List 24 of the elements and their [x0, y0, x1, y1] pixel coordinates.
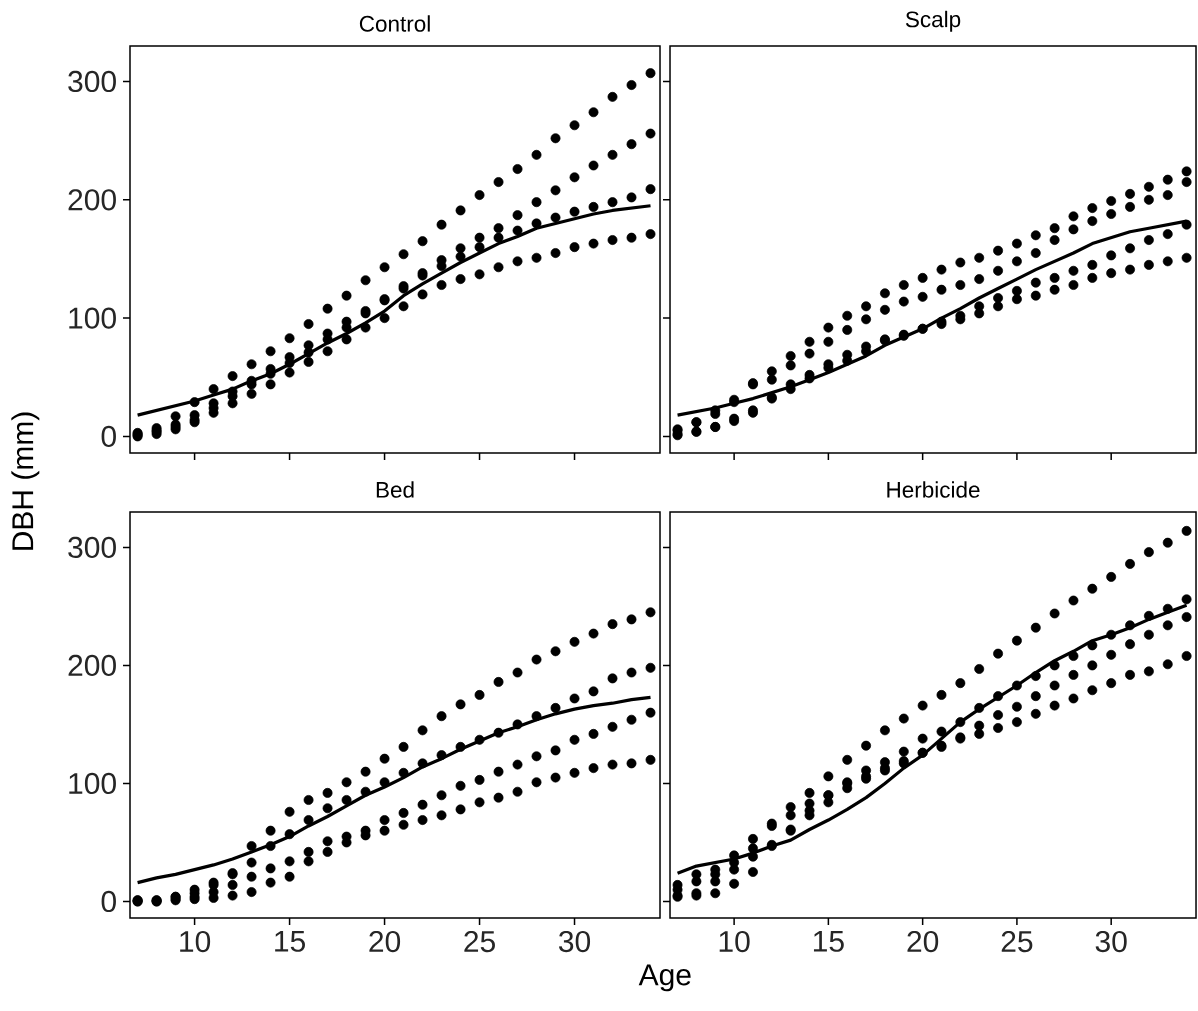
x-tick-label: 10	[180, 930, 211, 953]
y-axis-title: DBH (mm)	[11, 412, 40, 550]
chart-title: Herbicide	[887, 481, 980, 498]
y-tick-label: 200	[68, 189, 116, 211]
x-tick-label: 20	[907, 930, 939, 953]
x-tick-label: 20	[369, 930, 401, 953]
y-tick-label: 300	[68, 536, 116, 559]
y-tick-label: 200	[68, 654, 116, 677]
x-tick-label: 25	[1001, 930, 1033, 953]
x-tick-label: 15	[275, 930, 305, 952]
y-tick-label: 0	[101, 890, 116, 913]
chart-title: Control	[359, 15, 430, 32]
y-tick-label: 100	[69, 307, 116, 329]
x-tick-label: 25	[464, 930, 495, 953]
x-tick-label: 15	[813, 930, 844, 952]
x-axis-title: Age	[638, 964, 691, 992]
x-tick-label: 30	[1095, 930, 1127, 953]
x-tick-label: 10	[719, 930, 750, 953]
y-tick-label: 300	[68, 70, 116, 93]
chart-title: Bed	[376, 481, 414, 498]
y-tick-label: 100	[69, 772, 116, 795]
y-tick-label: 0	[101, 425, 116, 448]
x-tick-label: 30	[558, 930, 591, 953]
chart-title: Scalp	[905, 10, 961, 32]
